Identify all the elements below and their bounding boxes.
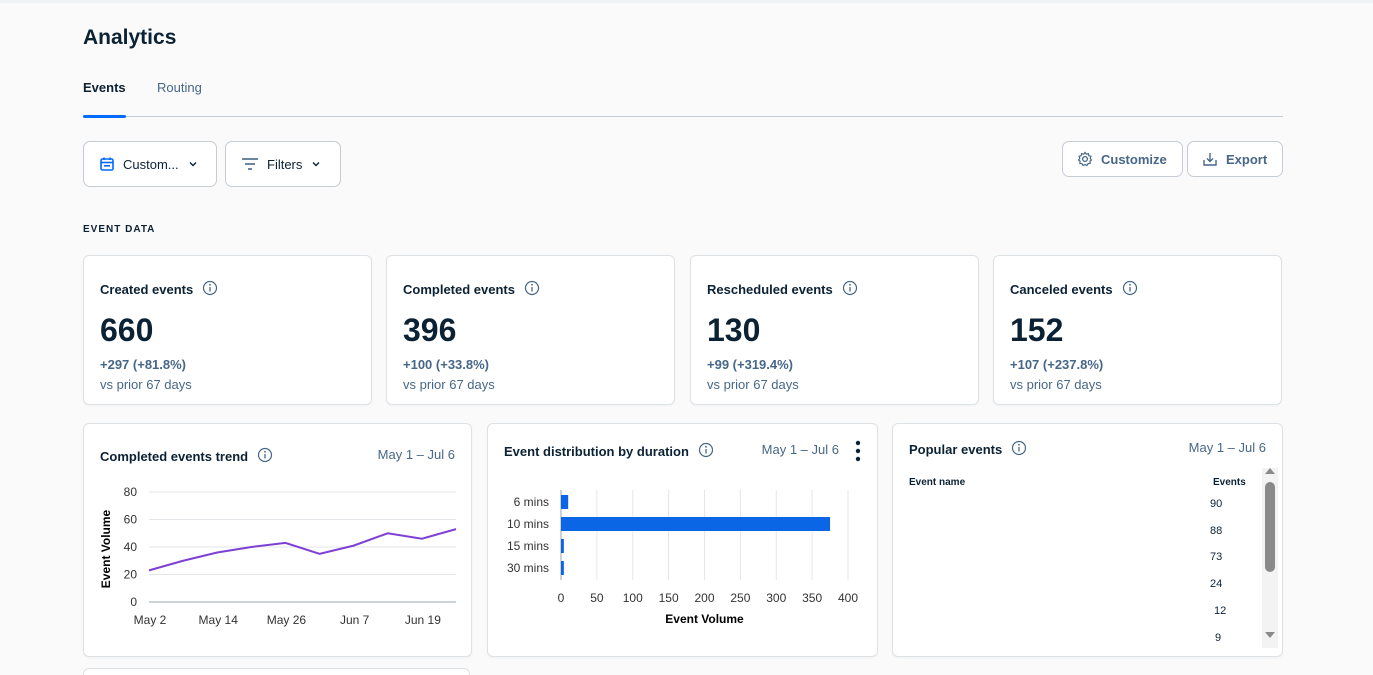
export-button[interactable]: Export [1187,141,1283,177]
stat-title: Created events [100,282,194,297]
stat-delta: +297 (+81.8%) [100,357,187,372]
stat-card-completed: Completed events 396 +100 (+33.8%) vs pr… [386,255,675,405]
stat-card-rescheduled: Rescheduled events 130 +99 (+319.4%) vs … [690,255,979,405]
trend-chart: 0 20 40 60 80 May 2 May 14 May 26 Jun 7 Jun 19 Eve… [99,485,457,627]
x-tick-label: 350 [802,591,822,605]
stat-delta: +100 (+33.8%) [403,357,490,372]
x-tick-label: May 26 [267,613,307,627]
calendar-icon [99,156,115,172]
filters-label: Filters [267,156,303,172]
gear-icon [1077,151,1093,167]
stat-card-created: Created events 660 +297 (+81.8%) vs prio… [83,255,372,405]
stat-value: 660 [100,312,154,348]
y-tick-label: 40 [124,540,138,554]
more-vertical-icon[interactable] [855,440,861,467]
filters-button[interactable]: Filters [225,141,341,187]
filter-icon [241,156,259,172]
info-icon[interactable] [257,447,273,466]
x-tick-label: 100 [623,591,643,605]
y-axis-label: Event Volume [99,509,113,588]
section-label: EVENT DATA [83,224,156,235]
popular-panel: Popular events May 1 – Jul 6 Event name … [892,423,1283,657]
y-tick-label: 30 mins [507,561,549,575]
x-tick-label: 200 [694,591,714,605]
x-tick-label: Jun 19 [405,613,441,627]
tab-routing[interactable]: Routing [157,80,202,95]
y-tick-label: 60 [124,513,138,527]
date-range-button[interactable]: Custom... [83,141,217,187]
stat-value: 396 [403,312,457,348]
x-tick-label: 50 [590,591,604,605]
stat-delta: +107 (+237.8%) [1010,357,1104,372]
stat-card-canceled: Canceled events 152 +107 (+237.8%) vs pr… [993,255,1282,405]
bar [561,561,564,575]
chevron-down-icon [187,158,199,170]
distribution-panel: Event distribution by duration May 1 – J… [487,423,878,657]
info-icon[interactable] [698,442,714,461]
chevron-down-icon [310,158,322,170]
x-tick-label: May 2 [134,613,167,627]
bar [561,495,569,509]
x-tick-label: 150 [659,591,679,605]
bar [561,539,564,553]
y-tick-label: 20 [124,568,138,582]
stat-title: Rescheduled events [707,282,833,297]
x-tick-label: 300 [766,591,786,605]
y-tick-label: 6 mins [514,495,549,509]
stat-title: Completed events [403,282,515,297]
series-line [148,528,457,572]
trend-panel: Completed events trend May 1 – Jul 6 0 20… [83,423,472,657]
event-count: 73 [1210,551,1223,563]
x-tick-label: May 14 [199,613,239,627]
y-tick-label: 80 [124,485,138,499]
info-icon[interactable] [1122,280,1138,299]
export-label: Export [1226,151,1268,167]
info-icon[interactable] [202,280,218,299]
stat-prior: vs prior 67 days [1010,377,1102,392]
page-title: Analytics [83,26,177,49]
y-tick-label: 0 [130,595,137,609]
tab-bar: Events Routing [83,78,1283,118]
info-icon[interactable] [842,280,858,299]
bar [561,517,831,531]
date-range-text: May 1 – Jul 6 [1188,440,1266,455]
stat-prior: vs prior 67 days [707,377,799,392]
top-border [0,0,1373,3]
x-tick-label: 400 [838,591,858,605]
x-tick-label: 250 [730,591,750,605]
date-range-label: Custom... [123,156,179,172]
stat-title: Canceled events [1010,282,1113,297]
stat-prior: vs prior 67 days [403,377,495,392]
panel-title: Event distribution by duration [504,444,689,459]
event-count: 12 [1214,605,1227,617]
column-header-events: Events [1213,477,1246,488]
stat-delta: +99 (+319.4%) [707,357,794,372]
y-tick-label: 10 mins [507,517,549,531]
scrollbar[interactable] [1262,468,1278,648]
event-count: 88 [1210,525,1223,537]
stat-value: 130 [707,312,761,348]
column-header-event-name: Event name [909,477,966,488]
event-count: 90 [1210,498,1223,510]
event-count: 9 [1215,632,1222,644]
info-icon[interactable] [1011,440,1027,459]
tab-events[interactable]: Events [83,80,126,118]
stat-value: 152 [1010,312,1064,348]
distribution-chart: 0 50 100 150 200 250 300 350 400 6 mins 10 mins 15 … [507,490,858,626]
customize-button[interactable]: Customize [1062,141,1183,177]
y-tick-label: 15 mins [507,539,549,553]
info-icon[interactable] [524,280,540,299]
event-count: 24 [1210,578,1223,590]
x-tick-label: Jun 7 [340,613,370,627]
download-icon [1202,151,1218,167]
x-axis-label: Event Volume [665,612,744,626]
stat-prior: vs prior 67 days [100,377,192,392]
panel-title: Completed events trend [100,449,249,464]
panel-title: Popular events [909,442,1003,457]
x-tick-label: 0 [558,591,565,605]
date-range-text: May 1 – Jul 6 [377,447,455,462]
customize-label: Customize [1101,151,1167,167]
date-range-text: May 1 – Jul 6 [761,442,839,457]
